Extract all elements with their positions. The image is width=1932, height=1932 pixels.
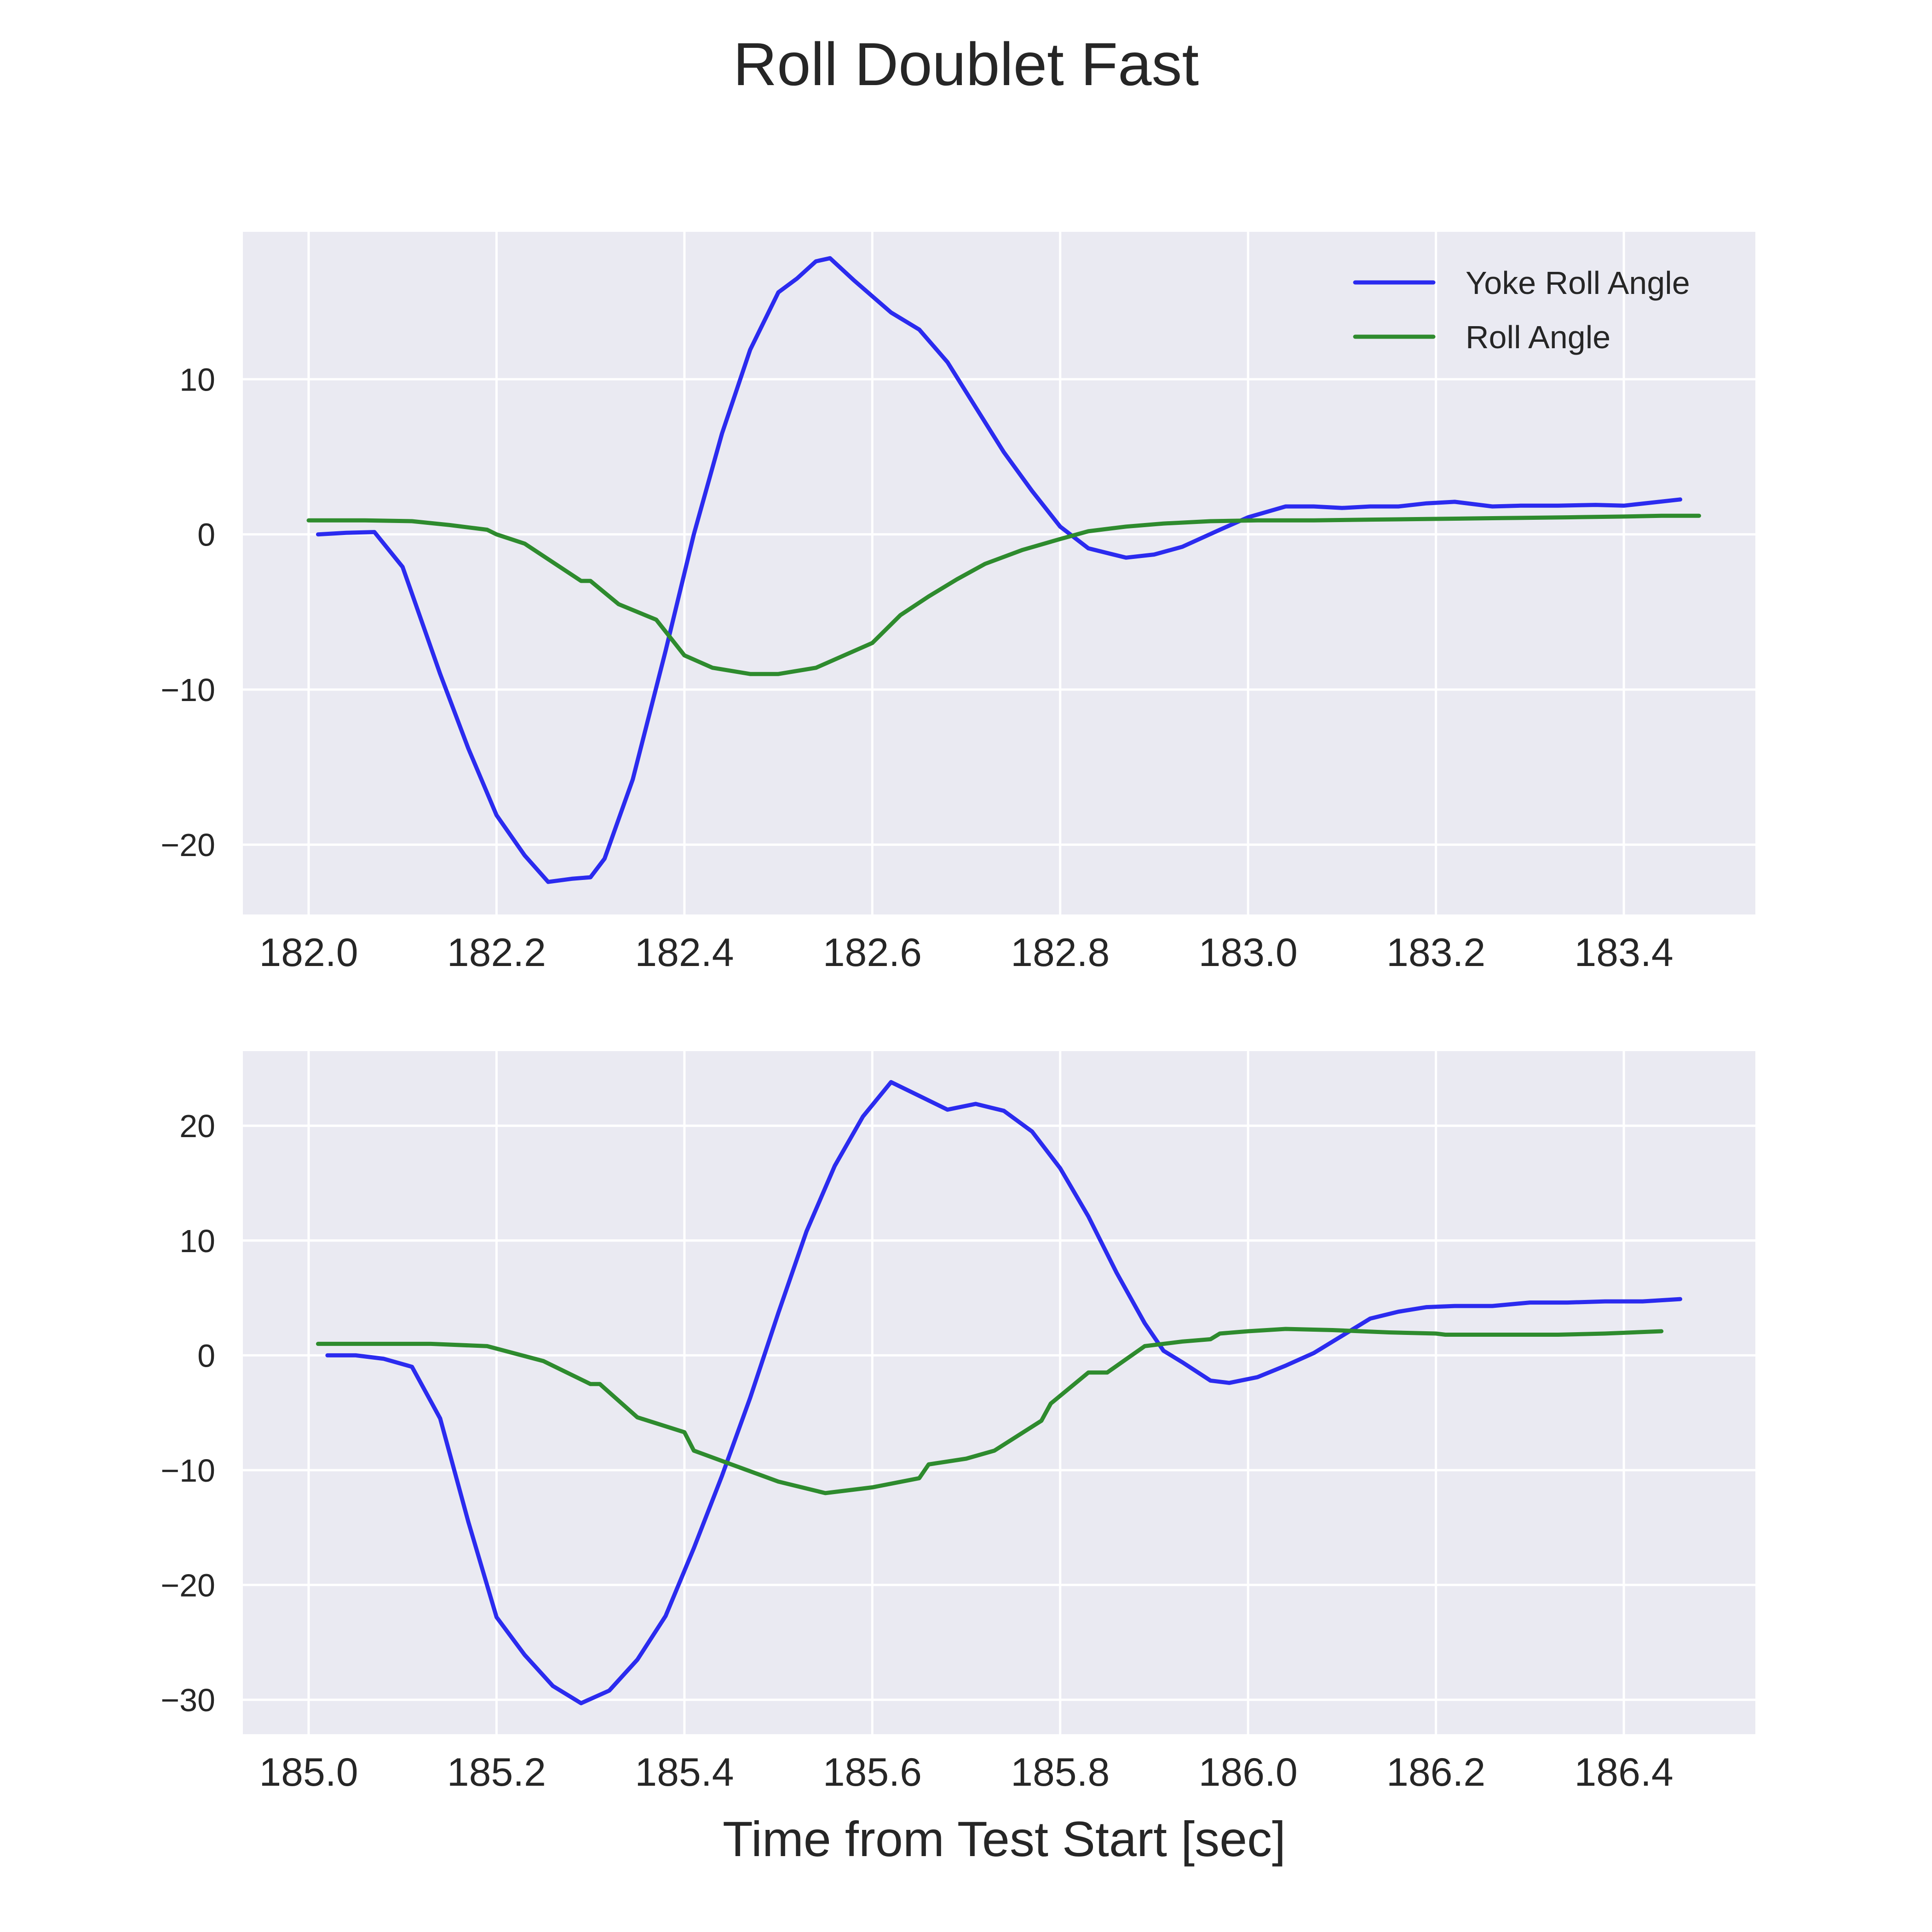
bottom-y-tick-label: 10 bbox=[179, 1223, 215, 1259]
bottom-x-tick-label: 185.4 bbox=[635, 1750, 734, 1794]
top-series-lines bbox=[306, 256, 1701, 884]
bottom-grid bbox=[243, 1051, 1755, 1734]
bottom-x-tick-labels: 185.0 185.2 185.4 185.6 185.8 186.0 186.2 186.4 bbox=[259, 1750, 1673, 1794]
x-axis-label: Time from Test Start [sec] bbox=[723, 1811, 1286, 1867]
top-y-tick-label: −20 bbox=[161, 827, 215, 863]
bottom-series-line-roll-angle bbox=[316, 1327, 1664, 1495]
top-x-tick-label: 183.2 bbox=[1386, 931, 1485, 975]
top-x-tick-labels: 182.0 182.2 182.4 182.6 182.8 183.0 183.2 183.4 bbox=[259, 931, 1673, 975]
bottom-x-tick-label: 186.0 bbox=[1199, 1750, 1298, 1794]
bottom-subplot: 185.0 185.2 185.4 185.6 185.8 186.0 186.2 186.4… bbox=[161, 1051, 1755, 1794]
bottom-y-tick-label: −10 bbox=[161, 1453, 215, 1489]
bottom-y-tick-label: 20 bbox=[179, 1108, 215, 1144]
legend-label-roll-angle: Roll Angle bbox=[1466, 319, 1610, 355]
top-y-tick-label: 10 bbox=[179, 362, 215, 397]
bottom-series-lines bbox=[316, 1080, 1683, 1706]
legend: Yoke Roll Angle Roll Angle bbox=[1353, 265, 1690, 355]
bottom-x-tick-label: 185.8 bbox=[1011, 1750, 1110, 1794]
top-y-tick-labels: 10 0 −10 −20 bbox=[161, 362, 215, 863]
top-subplot: 182.0 182.2 182.4 182.6 182.8 183.0 183.2 183.4… bbox=[161, 232, 1755, 975]
top-x-tick-label: 182.2 bbox=[447, 931, 546, 975]
top-x-tick-label: 182.8 bbox=[1011, 931, 1110, 975]
bottom-x-tick-label: 185.6 bbox=[823, 1750, 922, 1794]
legend-label-yoke-roll-angle: Yoke Roll Angle bbox=[1466, 265, 1690, 301]
top-x-tick-label: 183.4 bbox=[1574, 931, 1673, 975]
top-x-tick-label: 182.0 bbox=[259, 931, 358, 975]
top-y-tick-label: −10 bbox=[161, 672, 215, 708]
bottom-x-tick-label: 186.2 bbox=[1386, 1750, 1485, 1794]
top-x-tick-label: 182.4 bbox=[635, 931, 734, 975]
bottom-series-line-yoke-roll-angle bbox=[325, 1080, 1683, 1706]
top-x-tick-label: 183.0 bbox=[1199, 931, 1298, 975]
top-series-line-yoke-roll-angle bbox=[316, 256, 1683, 884]
bottom-x-tick-label: 185.0 bbox=[259, 1750, 358, 1794]
top-x-tick-label: 182.6 bbox=[823, 931, 922, 975]
bottom-plot-background bbox=[243, 1051, 1755, 1734]
bottom-x-tick-label: 186.4 bbox=[1574, 1750, 1673, 1794]
top-y-tick-label: 0 bbox=[197, 517, 215, 553]
bottom-x-tick-label: 185.2 bbox=[447, 1750, 546, 1794]
chart-title: Roll Doublet Fast bbox=[733, 30, 1199, 98]
top-series-line-roll-angle bbox=[306, 513, 1701, 676]
bottom-y-tick-labels: 20 10 0 −10 −20 −30 bbox=[161, 1108, 215, 1718]
bottom-y-tick-label: −20 bbox=[161, 1568, 215, 1604]
bottom-y-tick-label: 0 bbox=[197, 1338, 215, 1374]
top-plot-background bbox=[243, 232, 1755, 914]
bottom-y-tick-label: −30 bbox=[161, 1682, 215, 1718]
